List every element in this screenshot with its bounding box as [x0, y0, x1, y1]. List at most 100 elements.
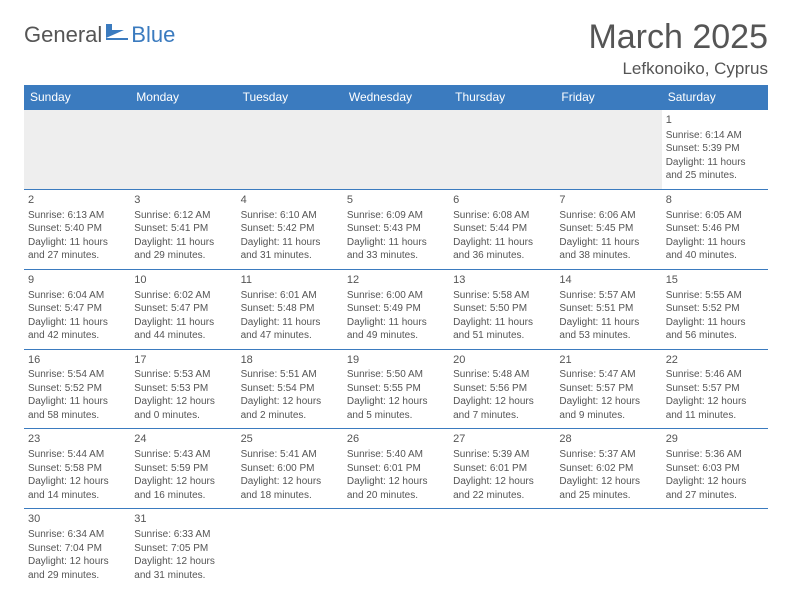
calendar-day-cell: 2Sunrise: 6:13 AMSunset: 5:40 PMDaylight…	[24, 189, 130, 269]
day-number: 16	[28, 353, 126, 368]
daylight-text: Daylight: 12 hours and 20 minutes.	[347, 475, 445, 502]
daylight-text: Daylight: 12 hours and 11 minutes.	[666, 395, 764, 422]
day-number: 10	[134, 273, 232, 288]
day-number: 4	[241, 193, 339, 208]
sunrise-text: Sunrise: 6:06 AM	[559, 209, 657, 223]
calendar-day-cell: 19Sunrise: 5:50 AMSunset: 5:55 PMDayligh…	[343, 349, 449, 429]
sunset-text: Sunset: 6:00 PM	[241, 462, 339, 476]
day-number: 5	[347, 193, 445, 208]
sunset-text: Sunset: 6:01 PM	[347, 462, 445, 476]
calendar-day-cell: 13Sunrise: 5:58 AMSunset: 5:50 PMDayligh…	[449, 269, 555, 349]
sunrise-text: Sunrise: 6:10 AM	[241, 209, 339, 223]
day-number: 23	[28, 432, 126, 447]
sunrise-text: Sunrise: 5:36 AM	[666, 448, 764, 462]
sunset-text: Sunset: 7:05 PM	[134, 542, 232, 556]
sunrise-text: Sunrise: 5:37 AM	[559, 448, 657, 462]
day-number: 18	[241, 353, 339, 368]
calendar-week-row: 30Sunrise: 6:34 AMSunset: 7:04 PMDayligh…	[24, 509, 768, 588]
sunset-text: Sunset: 5:44 PM	[453, 222, 551, 236]
sunset-text: Sunset: 5:49 PM	[347, 302, 445, 316]
daylight-text: Daylight: 12 hours and 9 minutes.	[559, 395, 657, 422]
sunset-text: Sunset: 5:54 PM	[241, 382, 339, 396]
calendar-week-row: 1Sunrise: 6:14 AMSunset: 5:39 PMDaylight…	[24, 110, 768, 190]
day-number: 12	[347, 273, 445, 288]
calendar-day-cell	[343, 110, 449, 190]
sunrise-text: Sunrise: 6:05 AM	[666, 209, 764, 223]
calendar-day-cell	[343, 509, 449, 588]
day-number: 8	[666, 193, 764, 208]
calendar-day-cell: 15Sunrise: 5:55 AMSunset: 5:52 PMDayligh…	[662, 269, 768, 349]
title-block: March 2025 Lefkonoiko, Cyprus	[588, 18, 768, 79]
calendar-day-cell	[555, 110, 661, 190]
location-label: Lefkonoiko, Cyprus	[588, 59, 768, 79]
sunset-text: Sunset: 5:43 PM	[347, 222, 445, 236]
daylight-text: Daylight: 11 hours and 42 minutes.	[28, 316, 126, 343]
day-header: Sunday	[24, 85, 130, 110]
sunset-text: Sunset: 5:52 PM	[28, 382, 126, 396]
day-number: 21	[559, 353, 657, 368]
day-number: 25	[241, 432, 339, 447]
calendar-header-row: SundayMondayTuesdayWednesdayThursdayFrid…	[24, 85, 768, 110]
sunset-text: Sunset: 5:39 PM	[666, 142, 764, 156]
logo-text-1: General	[24, 22, 102, 48]
daylight-text: Daylight: 11 hours and 47 minutes.	[241, 316, 339, 343]
calendar-day-cell: 10Sunrise: 6:02 AMSunset: 5:47 PMDayligh…	[130, 269, 236, 349]
daylight-text: Daylight: 12 hours and 29 minutes.	[28, 555, 126, 582]
calendar-day-cell: 7Sunrise: 6:06 AMSunset: 5:45 PMDaylight…	[555, 189, 661, 269]
sunrise-text: Sunrise: 5:58 AM	[453, 289, 551, 303]
sunrise-text: Sunrise: 5:48 AM	[453, 368, 551, 382]
logo: General Blue	[24, 22, 175, 48]
day-number: 27	[453, 432, 551, 447]
daylight-text: Daylight: 11 hours and 49 minutes.	[347, 316, 445, 343]
logo-text-2: Blue	[131, 22, 175, 48]
sunset-text: Sunset: 5:56 PM	[453, 382, 551, 396]
calendar-day-cell: 14Sunrise: 5:57 AMSunset: 5:51 PMDayligh…	[555, 269, 661, 349]
day-number: 26	[347, 432, 445, 447]
day-number: 1	[666, 113, 764, 128]
sunrise-text: Sunrise: 6:01 AM	[241, 289, 339, 303]
day-header: Friday	[555, 85, 661, 110]
daylight-text: Daylight: 11 hours and 58 minutes.	[28, 395, 126, 422]
sunrise-text: Sunrise: 5:43 AM	[134, 448, 232, 462]
calendar-day-cell: 21Sunrise: 5:47 AMSunset: 5:57 PMDayligh…	[555, 349, 661, 429]
sunset-text: Sunset: 5:50 PM	[453, 302, 551, 316]
sunrise-text: Sunrise: 5:57 AM	[559, 289, 657, 303]
daylight-text: Daylight: 11 hours and 33 minutes.	[347, 236, 445, 263]
calendar-day-cell: 31Sunrise: 6:33 AMSunset: 7:05 PMDayligh…	[130, 509, 236, 588]
sunset-text: Sunset: 5:55 PM	[347, 382, 445, 396]
sunrise-text: Sunrise: 6:14 AM	[666, 129, 764, 143]
daylight-text: Daylight: 11 hours and 56 minutes.	[666, 316, 764, 343]
daylight-text: Daylight: 12 hours and 14 minutes.	[28, 475, 126, 502]
calendar-day-cell: 24Sunrise: 5:43 AMSunset: 5:59 PMDayligh…	[130, 429, 236, 509]
sunrise-text: Sunrise: 5:50 AM	[347, 368, 445, 382]
sunset-text: Sunset: 5:40 PM	[28, 222, 126, 236]
calendar-day-cell: 6Sunrise: 6:08 AMSunset: 5:44 PMDaylight…	[449, 189, 555, 269]
calendar-day-cell: 23Sunrise: 5:44 AMSunset: 5:58 PMDayligh…	[24, 429, 130, 509]
calendar-body: 1Sunrise: 6:14 AMSunset: 5:39 PM Daylight…	[24, 110, 768, 589]
sunrise-text: Sunrise: 6:12 AM	[134, 209, 232, 223]
sunset-text: Sunset: 5:59 PM	[134, 462, 232, 476]
calendar-day-cell: 30Sunrise: 6:34 AMSunset: 7:04 PMDayligh…	[24, 509, 130, 588]
day-number: 24	[134, 432, 232, 447]
day-number: 13	[453, 273, 551, 288]
day-number: 20	[453, 353, 551, 368]
sunrise-text: Sunrise: 5:44 AM	[28, 448, 126, 462]
calendar-table: SundayMondayTuesdayWednesdayThursdayFrid…	[24, 85, 768, 588]
day-number: 30	[28, 512, 126, 527]
sunset-text: Sunset: 5:57 PM	[559, 382, 657, 396]
calendar-day-cell: 5Sunrise: 6:09 AMSunset: 5:43 PMDaylight…	[343, 189, 449, 269]
calendar-day-cell	[449, 509, 555, 588]
daylight-text: Daylight: 11 hours and 51 minutes.	[453, 316, 551, 343]
sunset-text: Sunset: 5:52 PM	[666, 302, 764, 316]
day-number: 15	[666, 273, 764, 288]
calendar-week-row: 16Sunrise: 5:54 AMSunset: 5:52 PMDayligh…	[24, 349, 768, 429]
calendar-day-cell: 3Sunrise: 6:12 AMSunset: 5:41 PMDaylight…	[130, 189, 236, 269]
flag-icon	[106, 24, 128, 47]
sunrise-text: Sunrise: 5:53 AM	[134, 368, 232, 382]
day-number: 3	[134, 193, 232, 208]
daylight-text: Daylight: 11 hours and 40 minutes.	[666, 236, 764, 263]
sunset-text: Sunset: 5:46 PM	[666, 222, 764, 236]
sunset-text: Sunset: 7:04 PM	[28, 542, 126, 556]
day-number: 17	[134, 353, 232, 368]
calendar-day-cell: 26Sunrise: 5:40 AMSunset: 6:01 PMDayligh…	[343, 429, 449, 509]
